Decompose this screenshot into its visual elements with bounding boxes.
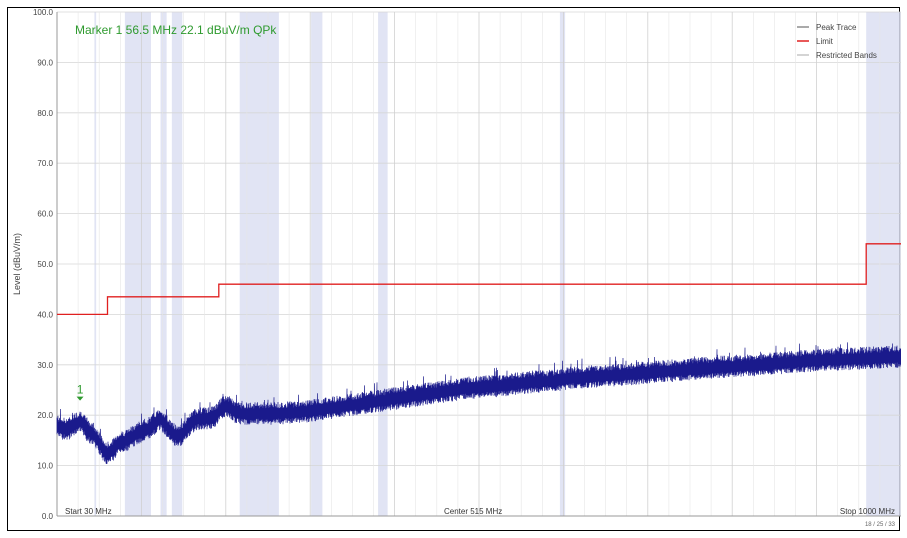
- y-tick-label: 70.0: [37, 159, 53, 168]
- y-tick-label: 40.0: [37, 310, 53, 319]
- y-axis-label: Level (dBuV/m): [12, 233, 22, 295]
- peak-trace-layer: [56, 342, 901, 465]
- y-tick-label: 100.0: [33, 8, 54, 17]
- marker-layer: 1: [76, 383, 84, 401]
- timestamp-label: 18 / 25 / 33: [865, 522, 896, 528]
- stop-frequency-label: Stop 1000 MHz: [840, 507, 895, 516]
- legend: Peak Trace Limit Restricted Bands: [797, 23, 877, 60]
- y-ticks-layer: 100.0 90.0 80.0 70.0 60.0 50.0 40.0 30.0 20.0 10.…: [33, 8, 54, 521]
- center-frequency-label: Center 515 MHz: [444, 507, 502, 516]
- peak-trace-line: [56, 342, 901, 465]
- emissions-chart: 100.090.080.070.060.050.040.030.020.010.…: [12, 8, 901, 528]
- chart-frame: 100.0 90.0 80.0 70.0 60.0 50.0 40.0 30.0 20.0 10.…: [7, 7, 901, 531]
- marker-number-label: 1: [77, 383, 84, 397]
- y-tick-label: 20.0: [37, 411, 53, 420]
- y-tick-label: 60.0: [37, 210, 53, 219]
- y-tick-label: 0.0: [42, 512, 54, 521]
- limit-line: [57, 243, 901, 316]
- y-tick-label: 80.0: [37, 109, 53, 118]
- marker-triangle-icon: [76, 396, 84, 401]
- grid-layer: [56, 11, 901, 517]
- limit-line-layer: [57, 243, 901, 316]
- marker-readout: Marker 1 56.5 MHz 22.1 dBuV/m QPk: [75, 23, 277, 37]
- legend-label: Limit: [816, 37, 834, 46]
- legend-label: Restricted Bands: [816, 51, 877, 60]
- start-frequency-label: Start 30 MHz: [65, 507, 112, 516]
- y-tick-label: 90.0: [37, 58, 53, 67]
- y-tick-label: 10.0: [37, 462, 53, 471]
- y-tick-label: 50.0: [37, 260, 53, 269]
- y-tick-label: 30.0: [37, 361, 53, 370]
- legend-label: Peak Trace: [816, 23, 857, 32]
